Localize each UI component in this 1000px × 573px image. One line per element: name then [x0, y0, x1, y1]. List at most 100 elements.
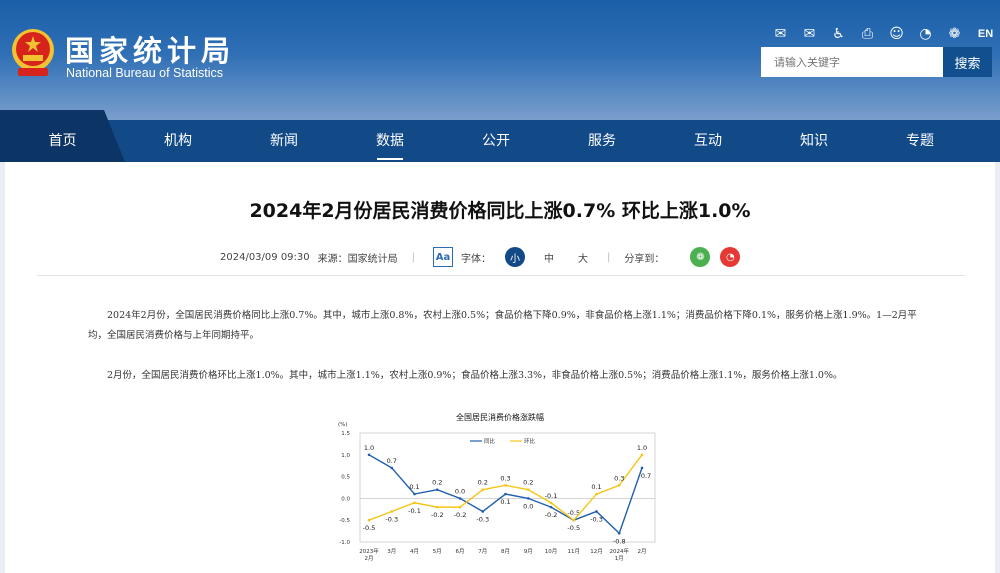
data-label: -0.5 [567, 524, 580, 532]
share-wechat-icon[interactable]: ❁ [690, 247, 711, 267]
data-point [367, 453, 371, 457]
data-point [481, 488, 485, 491]
x-tick-label: 4月 [410, 548, 419, 555]
x-tick-label: 2月 [638, 548, 647, 555]
data-label: -0.5 [567, 509, 580, 517]
y-tick-label: 0.5 [341, 475, 350, 481]
data-label: 1.0 [364, 444, 374, 452]
x-tick-label: 6月 [456, 548, 465, 555]
search-input[interactable] [761, 47, 943, 77]
article-title: 2024年2月份居民消费价格同比上涨0.7% 环比上涨1.0% [249, 200, 751, 222]
divider [37, 275, 965, 276]
data-label: -0.3 [385, 515, 398, 523]
data-label: 0.1 [500, 498, 510, 506]
article-paragraph: 2024年2月份，全国居民消费价格同比上涨0.7%。其中，城市上涨0.8%，农村… [88, 310, 917, 341]
data-point [640, 453, 644, 457]
data-label: 0.0 [523, 502, 533, 510]
mail-icon[interactable]: ✉ [774, 26, 787, 42]
data-label: 0.2 [478, 479, 488, 487]
data-point [458, 505, 462, 509]
x-tick-label: 11月 [568, 548, 581, 555]
main-nav: 首页 机构 新闻 数据 公开 服务 互动 知识 专题 [0, 110, 1000, 162]
data-label: 0.0 [455, 487, 465, 495]
x-tick-label: 7月 [478, 548, 487, 555]
separator: | [411, 251, 416, 263]
nav-knowledge[interactable]: 知识 [800, 133, 828, 149]
x-tick-label: 8月 [501, 548, 510, 555]
legend-label: 环比 [524, 437, 536, 445]
nav-home[interactable]: 首页 [48, 133, 77, 149]
share-label: 分享到： [624, 253, 665, 265]
data-label: -0.2 [431, 511, 444, 519]
data-point [549, 505, 553, 509]
article-card [5, 162, 995, 573]
data-point [458, 497, 462, 500]
share-weibo-icon[interactable]: ◔ [720, 247, 741, 267]
data-point [595, 492, 598, 496]
data-label: 0.3 [500, 474, 510, 482]
accessibility-icon[interactable]: ♿ [832, 26, 845, 42]
data-label: -0.2 [545, 511, 558, 519]
data-point [390, 466, 394, 470]
national-emblem-logo [12, 29, 54, 76]
search-bar: 搜索 [761, 47, 992, 77]
data-label: -0.1 [408, 507, 421, 515]
font-size-icon: Aa [433, 247, 454, 267]
data-point [572, 518, 576, 522]
data-label: 0.1 [591, 483, 601, 491]
robot-icon[interactable]: ☺ [889, 26, 904, 42]
x-tick-label: 9月 [524, 548, 533, 555]
chart-title: 全国居民消费价格涨跌幅 [456, 412, 544, 422]
publish-date: 2024/03/09 09:30 [220, 251, 310, 263]
cpi-line-chart: 全国居民消费价格涨跌幅(%)-1.0-0.50.00.51.01.52023年2… [338, 412, 656, 562]
y-tick-label: 1.5 [341, 431, 350, 437]
article-meta: 2024/03/09 09:30 来源：国家统计局 | Aa 字体： 小 中 大… [220, 247, 741, 267]
print-icon[interactable]: ⎙ [861, 26, 874, 42]
data-label: -0.2 [454, 511, 467, 519]
font-large-button[interactable]: 大 [578, 253, 589, 265]
nav-interaction[interactable]: 互动 [694, 133, 722, 149]
weibo-icon[interactable]: ◔ [919, 26, 932, 42]
data-point [413, 492, 416, 496]
data-label: 0.1 [409, 483, 419, 491]
y-tick-label: 1.0 [341, 453, 350, 459]
y-tick-label: -1.0 [339, 540, 350, 546]
wechat-icon[interactable]: ❁ [948, 26, 961, 42]
nav-services[interactable]: 服务 [588, 133, 616, 149]
data-point [390, 510, 394, 513]
data-point [526, 497, 530, 500]
font-medium-button[interactable]: 中 [544, 253, 555, 265]
article-paragraph: 2月份，全国居民消费价格环比上涨1.0%。其中，城市上涨1.1%，农村上涨0.9… [107, 370, 843, 381]
data-point [413, 501, 416, 505]
font-small-button[interactable]: 小 [505, 247, 526, 267]
search-button[interactable]: 搜索 [943, 47, 992, 77]
english-link[interactable]: EN [977, 28, 994, 40]
data-label: 0.7 [641, 472, 651, 480]
nav-organization[interactable]: 机构 [164, 133, 192, 149]
data-label: 1.0 [637, 444, 647, 452]
nav-news[interactable]: 新闻 [270, 133, 298, 149]
mail-settings-icon[interactable]: ✉ [803, 26, 816, 42]
y-tick-label: -0.5 [339, 518, 350, 524]
data-point [640, 466, 644, 470]
data-label: 0.2 [432, 479, 442, 487]
data-point [435, 488, 439, 491]
data-point [504, 492, 507, 496]
separator: | [607, 251, 611, 263]
logo-title: 国家统计局 [65, 34, 236, 68]
data-point [504, 484, 507, 487]
data-label: -0.3 [476, 515, 489, 523]
x-tick-label: 2月 [365, 555, 374, 562]
data-point [367, 518, 371, 522]
plot-frame [359, 432, 656, 543]
x-tick-label: 10月 [545, 548, 558, 555]
nav-topics[interactable]: 专题 [906, 133, 934, 149]
data-label: 0.2 [523, 479, 533, 487]
x-tick-label: 5月 [433, 548, 442, 555]
x-tick-label: 12月 [590, 548, 603, 555]
legend-label: 同比 [484, 437, 496, 445]
data-point [595, 510, 598, 513]
nav-data[interactable]: 数据 [337, 120, 443, 162]
logo-subtitle: National Bureau of Statistics [66, 66, 224, 80]
nav-disclosure[interactable]: 公开 [482, 133, 510, 149]
